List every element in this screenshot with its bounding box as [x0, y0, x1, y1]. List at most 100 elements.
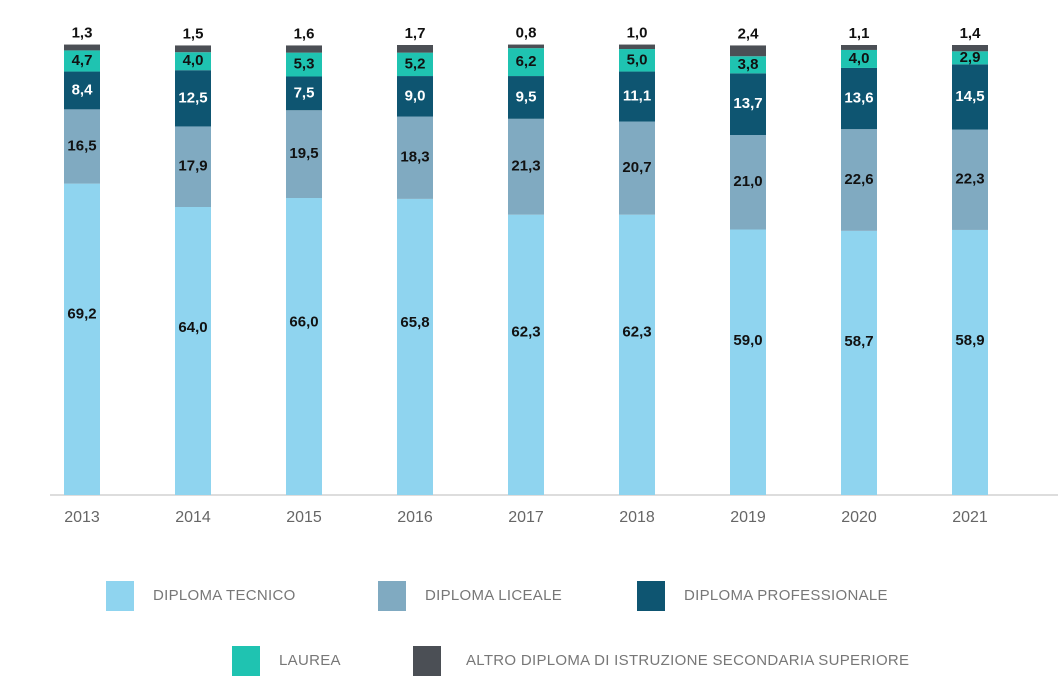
bar-segment [730, 229, 766, 495]
bar-segment [64, 50, 100, 72]
data-label: 11,1 [623, 87, 651, 104]
bar-segment [619, 214, 655, 495]
bar-segment [952, 229, 988, 495]
bar-segment [508, 118, 544, 215]
bar-segment [952, 51, 988, 65]
data-label: 5,2 [405, 55, 426, 72]
legend-label: DIPLOMA TECNICO [153, 587, 296, 604]
x-tick-label: 2021 [952, 509, 988, 526]
data-label: 1,7 [405, 25, 426, 42]
data-label: 1,1 [849, 25, 870, 42]
legend-label: DIPLOMA PROFESSIONALE [684, 587, 888, 604]
legend-label: LAUREA [279, 652, 341, 669]
data-label: 13,7 [733, 95, 762, 112]
bar-segment [619, 44, 655, 50]
bar-segment [841, 67, 877, 130]
bar-segment [286, 110, 322, 198]
x-tick-label: 2019 [730, 509, 766, 526]
data-label: 1,4 [960, 25, 982, 42]
bar-segment [64, 44, 100, 51]
data-label: 9,5 [516, 88, 537, 105]
bar-segment [952, 64, 988, 130]
data-label: 5,0 [627, 51, 648, 68]
data-label: 18,3 [400, 149, 429, 166]
bar-segment [175, 52, 211, 71]
bar-segment [397, 45, 433, 53]
data-label: 17,9 [178, 158, 207, 175]
bar-segment [841, 45, 877, 50]
bar-segment [175, 207, 211, 495]
x-tick-label: 2016 [397, 509, 433, 526]
data-label: 14,5 [955, 88, 984, 105]
bar-segment [64, 183, 100, 495]
bar-segment [730, 45, 766, 57]
bar-segment [286, 198, 322, 495]
bar-segment [730, 56, 766, 74]
legend-swatch [232, 646, 260, 676]
data-label: 21,0 [733, 173, 762, 190]
data-label: 4,0 [849, 50, 870, 67]
bar-segment [508, 214, 544, 495]
data-label: 7,5 [294, 84, 315, 101]
bar-segment [175, 70, 211, 127]
data-label: 1,6 [294, 25, 315, 42]
bar-segment [64, 71, 100, 110]
bar-segment [508, 76, 544, 119]
bar-segment [286, 45, 322, 53]
bar-segment [286, 76, 322, 111]
data-label: 9,0 [405, 87, 426, 104]
bar-segment [397, 116, 433, 199]
bar-segment [952, 45, 988, 52]
data-label: 66,0 [289, 314, 318, 331]
data-label: 58,9 [955, 332, 984, 349]
bar-segment [841, 49, 877, 68]
data-label: 62,3 [622, 323, 651, 340]
legend-label: ALTRO DIPLOMA DI ISTRUZIONE SECONDARIA S… [466, 652, 909, 669]
data-label: 6,2 [516, 53, 537, 70]
x-tick-label: 2015 [286, 509, 322, 526]
data-label: 20,7 [622, 159, 651, 176]
data-label: 1,0 [627, 25, 648, 42]
data-label: 62,3 [511, 323, 540, 340]
legend-swatch [106, 581, 134, 611]
bar-segment [286, 52, 322, 77]
bar-segment [175, 45, 211, 53]
data-label: 65,8 [400, 314, 429, 331]
data-label: 3,8 [738, 56, 759, 73]
bar-segment [619, 121, 655, 215]
x-tick-label: 2018 [619, 509, 655, 526]
bar-segment [841, 129, 877, 231]
data-label: 21,3 [511, 158, 540, 175]
data-label: 22,6 [844, 171, 873, 188]
bar-segment [175, 126, 211, 207]
bar-segment [730, 135, 766, 230]
data-label: 59,0 [733, 332, 762, 349]
data-label: 69,2 [67, 305, 96, 322]
data-label: 1,3 [72, 25, 93, 42]
bar-segment [619, 71, 655, 122]
data-label: 1,5 [183, 25, 204, 42]
bar-segment [508, 48, 544, 77]
data-label: 8,4 [72, 81, 94, 98]
bar-segment [397, 198, 433, 495]
bar-segment [619, 49, 655, 72]
bar-segment [730, 73, 766, 135]
legend-label: DIPLOMA LICEALE [425, 587, 562, 604]
data-label: 5,3 [294, 56, 315, 73]
x-tick-label: 2020 [841, 509, 877, 526]
data-label: 0,8 [516, 25, 537, 42]
bar-segment [508, 44, 544, 49]
data-label: 16,5 [67, 137, 96, 154]
bar-segment [841, 230, 877, 495]
data-label: 13,6 [844, 90, 873, 107]
legend-swatch [413, 646, 441, 676]
bar-segment [952, 129, 988, 230]
bar-segment [397, 52, 433, 77]
data-label: 4,7 [72, 52, 93, 69]
data-label: 2,4 [738, 25, 760, 42]
data-label: 58,7 [844, 333, 873, 350]
x-tick-label: 2017 [508, 509, 544, 526]
bar-segment [397, 76, 433, 117]
legend-swatch [637, 581, 665, 611]
